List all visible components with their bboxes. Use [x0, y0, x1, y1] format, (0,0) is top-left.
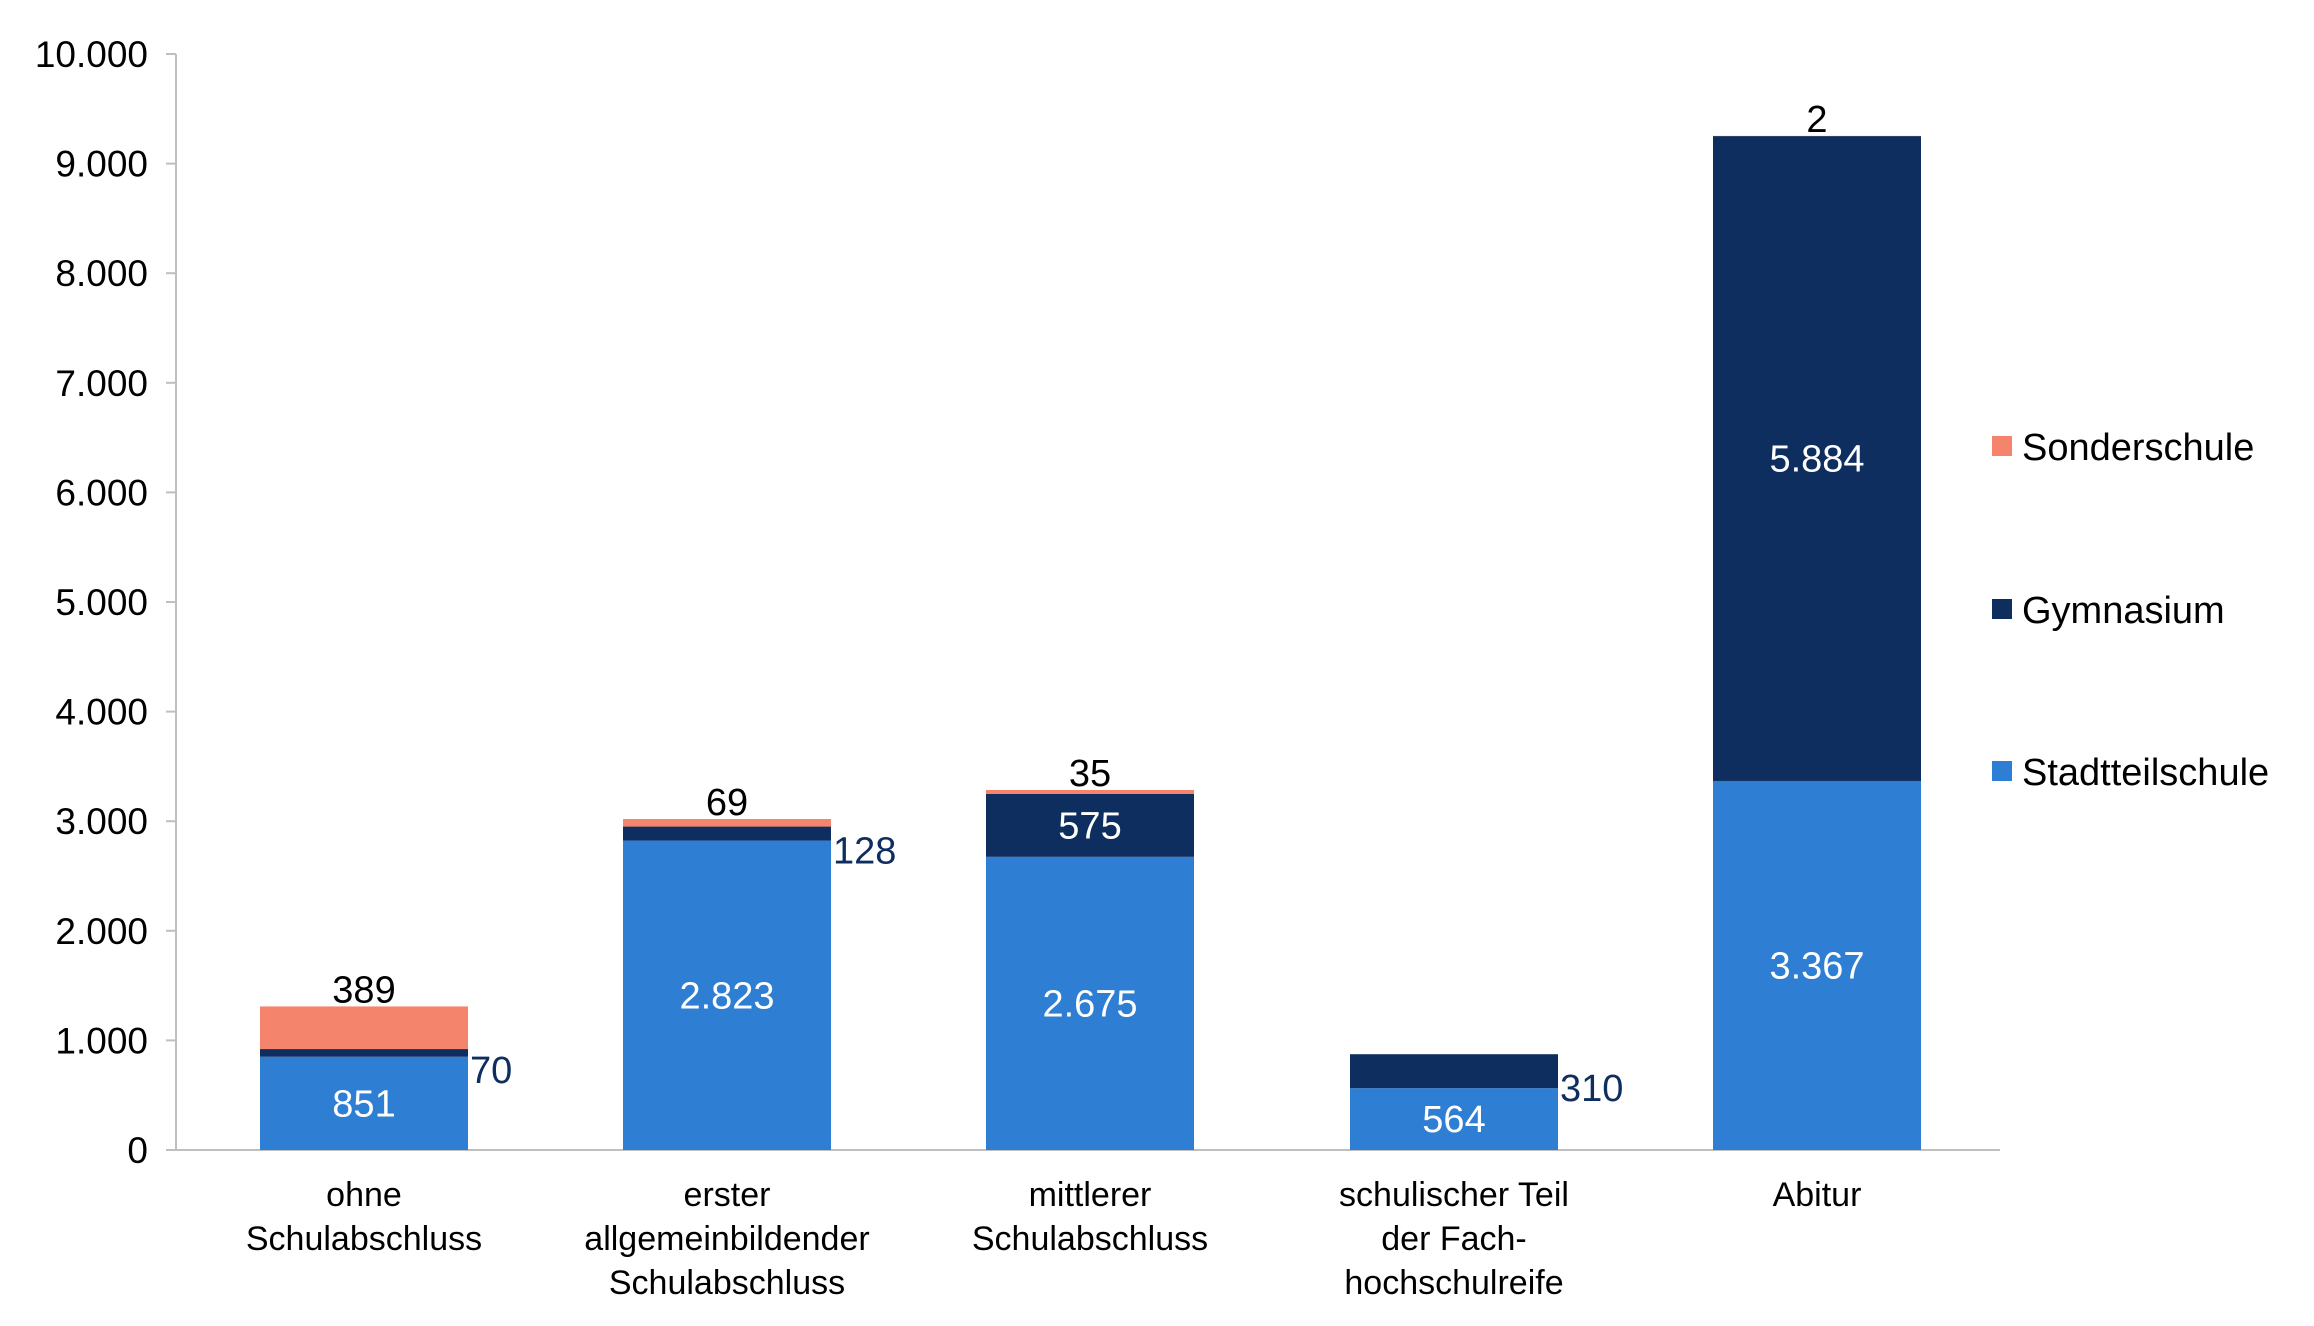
y-tick-label: 1.000 [55, 1020, 148, 1061]
legend-label-stadtteilschule: Stadtteilschule [2022, 752, 2269, 794]
bar-stadtteilschule-3 [1350, 1088, 1558, 1150]
data-label-gymnasium: 70 [470, 1050, 512, 1092]
x-category-label: Abitur [1773, 1176, 1862, 1214]
y-tick-label: 8.000 [55, 253, 148, 294]
x-category-label: mittlerer Schulabschluss [972, 1176, 1208, 1258]
x-category-label: ohne Schulabschluss [246, 1176, 482, 1258]
bar-stadtteilschule-4 [1713, 780, 1921, 1150]
bars [260, 135, 1921, 1150]
data-label-stadtteilschule: 564 [1422, 1099, 1485, 1141]
data-label-sonderschule: 69 [706, 782, 748, 824]
bar-stadtteilschule-2 [986, 856, 1194, 1150]
legend-swatch-sonderschule [1992, 436, 2012, 456]
y-tick-label: 0 [127, 1130, 148, 1171]
data-label-sonderschule: 389 [332, 969, 395, 1011]
bar-sonderschule-2 [986, 789, 1194, 794]
y-tick-label: 2.000 [55, 911, 148, 952]
data-label-gymnasium: 5.884 [1769, 439, 1864, 481]
y-tick-label: 6.000 [55, 472, 148, 513]
data-label-stadtteilschule: 2.675 [1042, 983, 1137, 1025]
x-category-label: schulischer Teil der Fach-hochschulreife [1339, 1176, 1569, 1302]
bar-stadtteilschule-1 [623, 840, 831, 1150]
data-label-gymnasium: 128 [833, 831, 896, 873]
data-label-stadtteilschule: 3.367 [1769, 945, 1864, 987]
legend: Sonderschule Gymnasium Stadtteilschule [1992, 427, 2269, 794]
bar-gymnasium-4 [1713, 136, 1921, 781]
data-labels: 851 2.823 2.675 564 3.367 70 128 575 310 5.884 389… [332, 99, 1864, 1141]
data-label-stadtteilschule: 2.823 [679, 975, 774, 1017]
bar-gymnasium-0 [260, 1049, 468, 1057]
legend-label-gymnasium: Gymnasium [2022, 590, 2225, 632]
legend-label-sonderschule: Sonderschule [2022, 427, 2254, 469]
y-tick-label: 5.000 [55, 582, 148, 623]
x-category-label: erster allgemeinbildender Schulabschluss [584, 1176, 869, 1302]
legend-swatch-stadtteilschule [1992, 761, 2012, 781]
data-label-stadtteilschule: 851 [332, 1083, 395, 1125]
data-label-sonderschule: 2 [1806, 99, 1827, 141]
data-label-gymnasium: 575 [1058, 805, 1121, 847]
legend-swatch-gymnasium [1992, 599, 2012, 619]
bar-gymnasium-1 [623, 826, 831, 841]
data-label-sonderschule: 35 [1069, 753, 1111, 795]
axes: 0 1.000 2.000 3.000 4.000 5.000 6.000 7.000 8.00… [35, 34, 2000, 1302]
bar-sonderschule-0 [260, 1006, 468, 1050]
y-tick-label: 3.000 [55, 801, 148, 842]
bar-gymnasium-2 [986, 793, 1194, 857]
bar-sonderschule-1 [623, 819, 831, 827]
y-tick-label: 9.000 [55, 144, 148, 185]
bar-stadtteilschule-0 [260, 1056, 468, 1150]
y-tick-label: 4.000 [55, 692, 148, 733]
y-tick-label: 10.000 [35, 34, 148, 75]
bar-gymnasium-3 [1350, 1054, 1558, 1089]
data-label-gymnasium: 310 [1560, 1068, 1623, 1110]
y-tick-label: 7.000 [55, 363, 148, 404]
